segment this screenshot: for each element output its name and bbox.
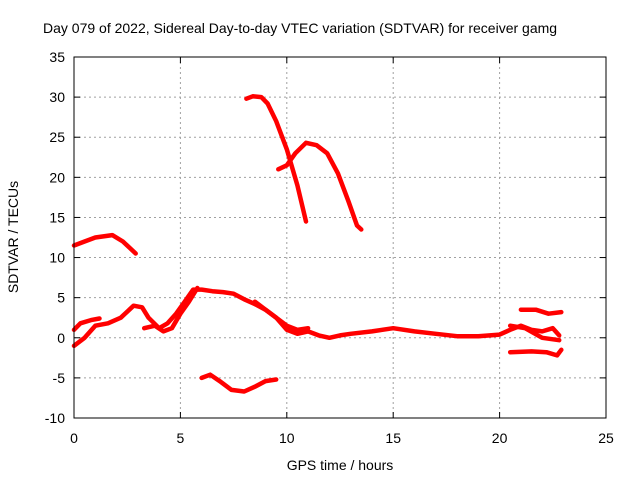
series-arc-7	[518, 307, 564, 316]
y-tick-label: 10	[49, 250, 65, 266]
y-tick-label: 30	[49, 89, 65, 105]
y-axis-label: SDTVAR / TECUs	[5, 181, 21, 293]
y-tick-label: 5	[57, 290, 65, 306]
x-tick-label: 5	[177, 430, 185, 446]
axis-ticks: 0 5 10 15 20 25 -10 -5 0 5 10 15 20 25 30 35	[45, 49, 614, 446]
y-tick-label: 15	[49, 209, 65, 225]
series-arc-11	[276, 140, 364, 232]
series-arc-6	[507, 323, 562, 343]
x-tick-label: 25	[598, 430, 614, 446]
series-arc-2	[71, 316, 102, 333]
y-tick-label: 0	[57, 330, 65, 346]
y-tick-label: -10	[45, 410, 65, 426]
plot-frame	[73, 56, 607, 419]
x-tick-label: 10	[279, 430, 295, 446]
series-arc-1	[71, 232, 138, 256]
series-arc-3	[71, 287, 562, 349]
grid	[74, 57, 606, 418]
x-tick-label: 0	[70, 430, 78, 446]
series-group	[71, 94, 564, 394]
series-arc-4	[141, 285, 200, 334]
x-tick-label: 15	[385, 430, 401, 446]
y-tick-label: 35	[49, 49, 65, 65]
x-axis-label: GPS time / hours	[287, 457, 394, 473]
x-tick-label: 20	[492, 430, 508, 446]
series-arc-5	[252, 299, 311, 333]
series-arc-8	[507, 347, 564, 358]
y-tick-label: 20	[49, 169, 65, 185]
series-arc-10	[244, 94, 309, 224]
y-tick-label: 25	[49, 129, 65, 145]
series-arc-9	[199, 372, 279, 394]
chart-title: Day 079 of 2022, Sidereal Day-to-day VTE…	[43, 20, 557, 36]
y-tick-label: -5	[53, 370, 66, 386]
